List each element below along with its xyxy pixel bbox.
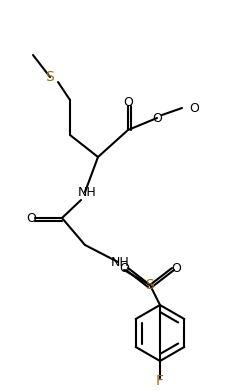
Text: S: S [146, 278, 154, 292]
Text: O: O [171, 261, 181, 274]
Text: NH: NH [111, 256, 129, 269]
Text: NH: NH [78, 185, 96, 198]
Text: F: F [156, 374, 164, 388]
Text: O: O [123, 96, 133, 109]
Text: O: O [152, 111, 162, 125]
Text: O: O [26, 212, 36, 225]
Text: O: O [119, 261, 129, 274]
Text: O: O [189, 102, 199, 114]
Text: S: S [46, 70, 54, 84]
